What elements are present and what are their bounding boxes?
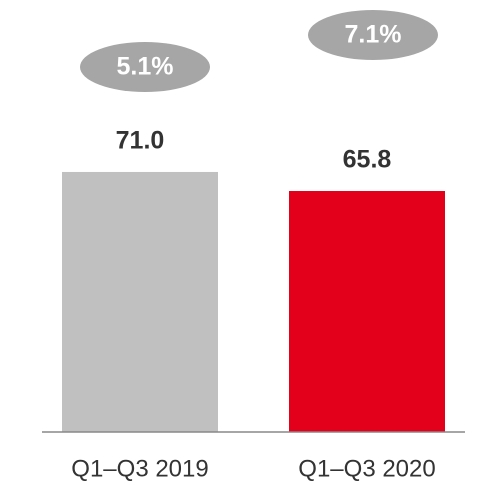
value-label: 65.8 <box>343 146 392 174</box>
bar <box>289 191 445 432</box>
value-label: 71.0 <box>116 127 165 155</box>
bar <box>62 171 218 432</box>
annotation-bubble <box>80 42 210 92</box>
x-tick-label: Q1–Q3 2020 <box>298 455 435 482</box>
x-tick-label: Q1–Q3 2019 <box>71 455 208 482</box>
annotation-bubble <box>308 10 438 60</box>
annotation: 5.1% <box>117 53 174 81</box>
annotation: 7.1% <box>345 21 402 49</box>
